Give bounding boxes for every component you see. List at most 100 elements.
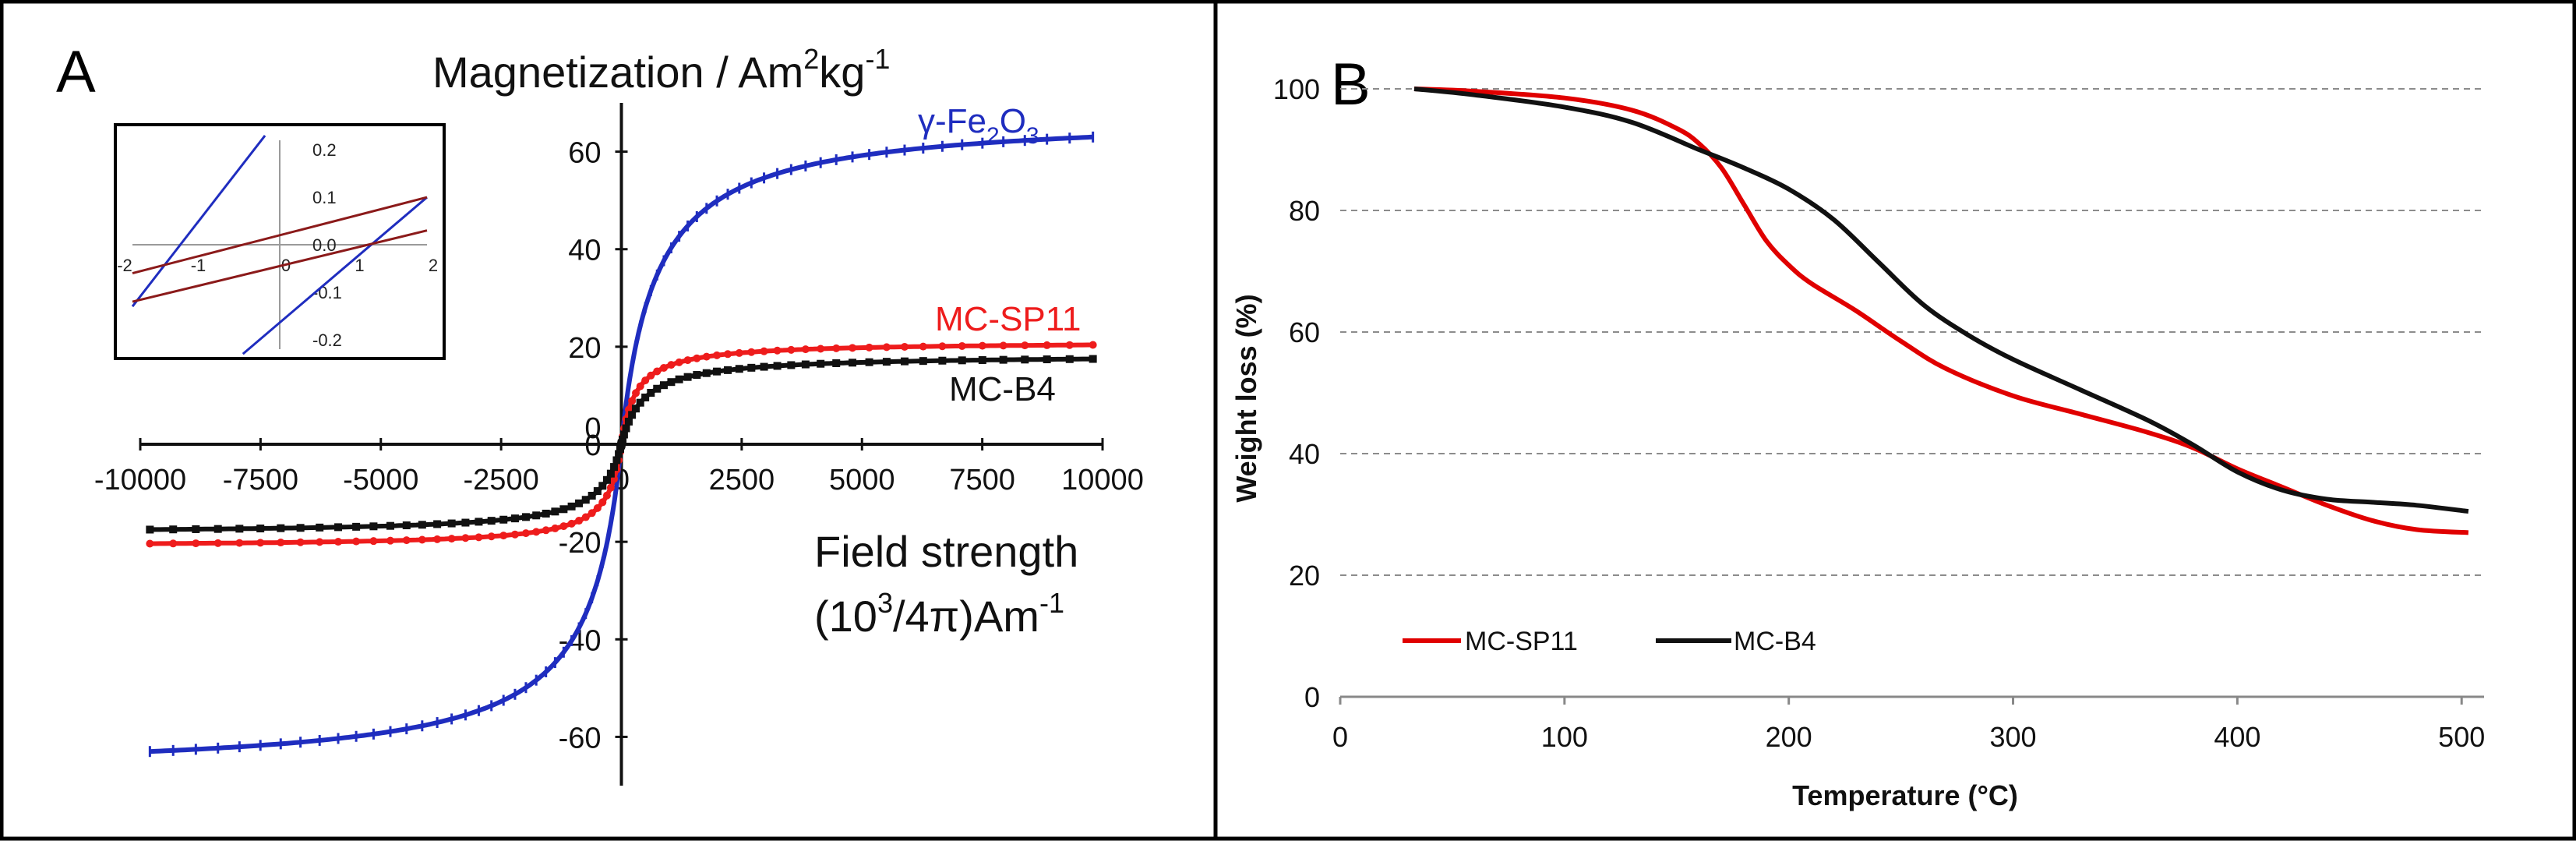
marker-mc-sp11 [882, 343, 891, 352]
x-tick-label: -7500 [223, 464, 298, 496]
inset-line [132, 229, 428, 303]
marker-mc-sp11 [334, 538, 343, 546]
marker-mc-sp11 [760, 347, 768, 355]
marker-mc-b4 [1089, 355, 1097, 363]
marker-mc-sp11 [647, 371, 655, 380]
marker-mc-b4 [334, 523, 343, 532]
marker-mc-sp11 [581, 513, 590, 521]
marker-mc-b4 [647, 388, 655, 397]
marker-mc-sp11 [773, 346, 782, 355]
marker-mc-b4 [865, 358, 873, 366]
marker-mc-b4 [447, 519, 456, 528]
marker-mc-b4 [628, 411, 637, 419]
marker-mc-b4 [624, 417, 633, 426]
marker-mc-sp11 [296, 538, 305, 546]
marker-mc-b4 [900, 357, 909, 366]
x-tick-label: -5000 [343, 464, 418, 496]
marker-mc-sp11 [1021, 341, 1029, 350]
marker-mc-sp11 [849, 344, 857, 352]
y-tick-label: -20 [559, 527, 602, 560]
marker-mc-b4 [433, 520, 442, 528]
panel-b-label: B [1331, 51, 1371, 118]
marker-mc-sp11 [559, 522, 568, 531]
marker-mc-b4 [919, 357, 927, 366]
x-tick-label: -2500 [464, 464, 539, 496]
tga-x-tick-label: 500 [2438, 721, 2485, 753]
marker-mc-sp11 [747, 348, 756, 356]
marker-mc-b4 [1043, 355, 1051, 364]
tga-x-tick-label: 300 [1989, 721, 2036, 753]
marker-mc-sp11 [628, 397, 637, 405]
marker-mc-b4 [693, 371, 701, 380]
marker-mc-sp11 [316, 538, 324, 546]
marker-mc-b4 [632, 405, 640, 413]
marker-mc-sp11 [702, 352, 711, 361]
tga-y-tick-label: 100 [1273, 73, 1320, 105]
marker-mc-b4 [602, 475, 611, 484]
magnetization-axis-title: Magnetization / Am2kg-1 [432, 43, 890, 97]
x-tick-label: 5000 [829, 464, 895, 496]
y-tick-label: -60 [559, 722, 602, 754]
marker-mc-b4 [978, 355, 986, 364]
panel-b-frame [1213, 0, 2576, 841]
tga-x-tick-label: 400 [2214, 721, 2260, 753]
marker-mc-sp11 [693, 354, 701, 362]
legend-label-mc-sp11: MC-SP11 [1465, 627, 1578, 656]
tga-y-tick-label: 80 [1289, 195, 1320, 227]
marker-mc-b4 [559, 505, 568, 514]
marker-mc-b4 [499, 515, 508, 524]
marker-mc-sp11 [542, 526, 550, 535]
series-label-mc-sp11: MC-SP11 [935, 300, 1081, 338]
marker-mc-sp11 [938, 342, 947, 351]
marker-mc-b4 [235, 525, 244, 533]
marker-mc-b4 [598, 482, 607, 490]
panel-a-label: A [56, 39, 96, 105]
marker-mc-sp11 [735, 348, 743, 357]
marker-mc-b4 [146, 525, 154, 534]
inset-y-tick-label: 0.0 [312, 235, 337, 255]
marker-mc-b4 [593, 487, 602, 496]
inset-x-tick-label: -1 [191, 256, 206, 275]
marker-mc-b4 [832, 359, 841, 367]
tga-y-tick-label: 60 [1289, 316, 1320, 348]
marker-mc-b4 [256, 525, 265, 533]
marker-mc-b4 [386, 521, 394, 530]
magnetization-series [146, 131, 1097, 758]
x-tick-label: -10000 [94, 464, 186, 496]
marker-mc-sp11 [551, 524, 559, 532]
tga-y-tick-label: 0 [1304, 681, 1320, 713]
field-strength-unit: (103/4π)Am-1 [814, 587, 1064, 641]
marker-mc-sp11 [461, 534, 470, 542]
inset-y-tick-label: -0.1 [312, 283, 342, 302]
marker-mc-b4 [588, 492, 596, 500]
marker-mc-b4 [636, 398, 644, 407]
marker-mc-sp11 [724, 350, 732, 359]
marker-mc-sp11 [593, 504, 602, 512]
marker-mc-b4 [169, 525, 178, 534]
marker-mc-b4 [369, 522, 378, 531]
marker-mc-sp11 [641, 376, 650, 385]
marker-mc-b4 [724, 366, 732, 374]
marker-mc-b4 [510, 514, 519, 523]
marker-mc-sp11 [958, 341, 966, 350]
inset-line [132, 196, 428, 274]
marker-mc-sp11 [900, 342, 909, 351]
y-tick-label: 20 [568, 332, 601, 365]
marker-mc-sp11 [433, 535, 442, 543]
marker-mc-sp11 [499, 532, 508, 540]
series-label-mc-b4: MC-B4 [949, 370, 1056, 408]
marker-mc-sp11 [192, 539, 200, 548]
marker-mc-sp11 [787, 345, 796, 354]
marker-mc-sp11 [865, 343, 873, 352]
marker-mc-b4 [622, 424, 630, 433]
marker-mc-b4 [575, 499, 584, 507]
marker-mc-b4 [817, 359, 825, 368]
tga-gridlines [1340, 88, 2484, 576]
series-label-fe2o3: γ-Fe2O3 [918, 102, 1039, 149]
x-tick-label: 7500 [949, 464, 1015, 496]
panel-a-magnetization: A Magnetization / Am2kg-1 -10000 -7500 -50… [0, 0, 1218, 841]
marker-mc-b4 [277, 524, 285, 532]
marker-mc-sp11 [588, 509, 596, 518]
marker-mc-sp11 [386, 536, 394, 545]
